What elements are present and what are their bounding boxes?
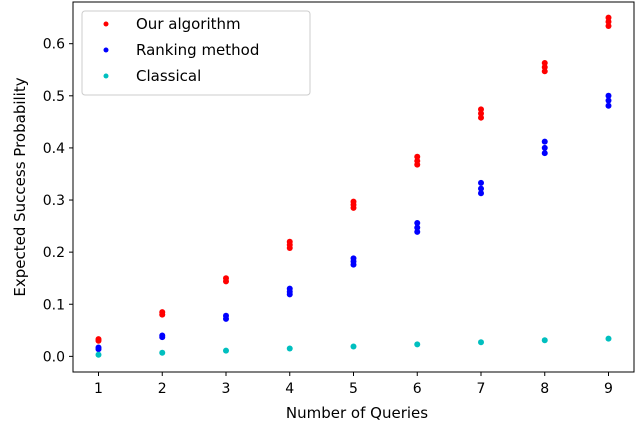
- data-point: [478, 114, 484, 121]
- y-axis: 0.0 0.1 0.2 0.3 0.4 0.5 0.6: [43, 37, 73, 365]
- data-point: [605, 14, 612, 21]
- x-tick-label: 9: [604, 381, 613, 397]
- data-point: [478, 106, 484, 113]
- data-point: [414, 341, 421, 348]
- data-point: [478, 179, 484, 186]
- x-axis-label: Number of Queries: [286, 404, 428, 422]
- data-point: [605, 335, 612, 342]
- data-point: [159, 309, 166, 316]
- data-point: [223, 312, 229, 319]
- data-point: [605, 92, 612, 99]
- data-point: [541, 59, 548, 66]
- data-point: [223, 347, 229, 354]
- legend-label: Ranking method: [136, 41, 259, 59]
- x-tick-label: 5: [349, 381, 358, 397]
- data-point: [414, 153, 421, 160]
- legend-marker: [103, 47, 109, 53]
- data-point: [478, 190, 484, 197]
- y-tick-label: 0.4: [43, 141, 65, 157]
- data-point: [478, 185, 484, 192]
- data-point: [478, 110, 484, 117]
- series-our-algorithm: [95, 14, 612, 344]
- y-tick-label: 0.2: [43, 245, 65, 261]
- y-tick-label: 0.0: [43, 349, 65, 365]
- data-point: [605, 102, 612, 109]
- x-tick-label: 8: [540, 381, 549, 397]
- data-point: [414, 228, 421, 235]
- y-tick-label: 0.5: [43, 89, 65, 105]
- data-point: [223, 275, 229, 282]
- data-point: [350, 198, 357, 205]
- data-point: [95, 344, 102, 351]
- data-points: [95, 14, 612, 358]
- data-point: [414, 224, 421, 231]
- x-tick-label: 6: [413, 381, 422, 397]
- data-point: [478, 339, 484, 346]
- x-axis: 1 2 3 4 5 6 7 8 9: [94, 372, 613, 397]
- y-tick-label: 0.3: [43, 193, 65, 209]
- data-point: [541, 150, 548, 157]
- data-point: [605, 22, 612, 29]
- legend-box: [81, 10, 311, 96]
- data-point: [286, 285, 293, 292]
- y-axis-label: Expected Success Probability: [11, 77, 29, 296]
- legend-label: Classical: [136, 67, 201, 85]
- y-tick-label: 0.6: [43, 37, 65, 53]
- legend-label: Our algorithm: [136, 15, 241, 33]
- data-point: [541, 64, 548, 71]
- data-point: [350, 343, 357, 350]
- data-point: [541, 144, 548, 151]
- x-tick-label: 4: [285, 381, 294, 397]
- data-point: [95, 336, 102, 343]
- x-tick-label: 3: [222, 381, 231, 397]
- legend-marker: [103, 73, 109, 79]
- data-point: [159, 349, 166, 356]
- data-point: [605, 97, 612, 104]
- y-tick-label: 0.1: [43, 297, 65, 313]
- series-classical: [95, 335, 612, 358]
- legend-marker: [103, 21, 109, 27]
- data-point: [414, 157, 421, 164]
- data-point: [605, 18, 612, 25]
- data-point: [286, 238, 293, 245]
- x-tick-label: 7: [477, 381, 486, 397]
- x-tick-label: 2: [158, 381, 167, 397]
- data-point: [541, 337, 548, 344]
- data-point: [350, 255, 357, 262]
- data-point: [541, 68, 548, 75]
- data-point: [159, 332, 166, 339]
- legend: Our algorithm Ranking method Classical: [81, 10, 311, 96]
- data-point: [541, 138, 548, 145]
- data-point: [95, 351, 102, 358]
- data-point: [414, 219, 421, 226]
- x-tick-label: 1: [94, 381, 103, 397]
- series-ranking-method: [95, 92, 612, 353]
- data-point: [286, 345, 293, 352]
